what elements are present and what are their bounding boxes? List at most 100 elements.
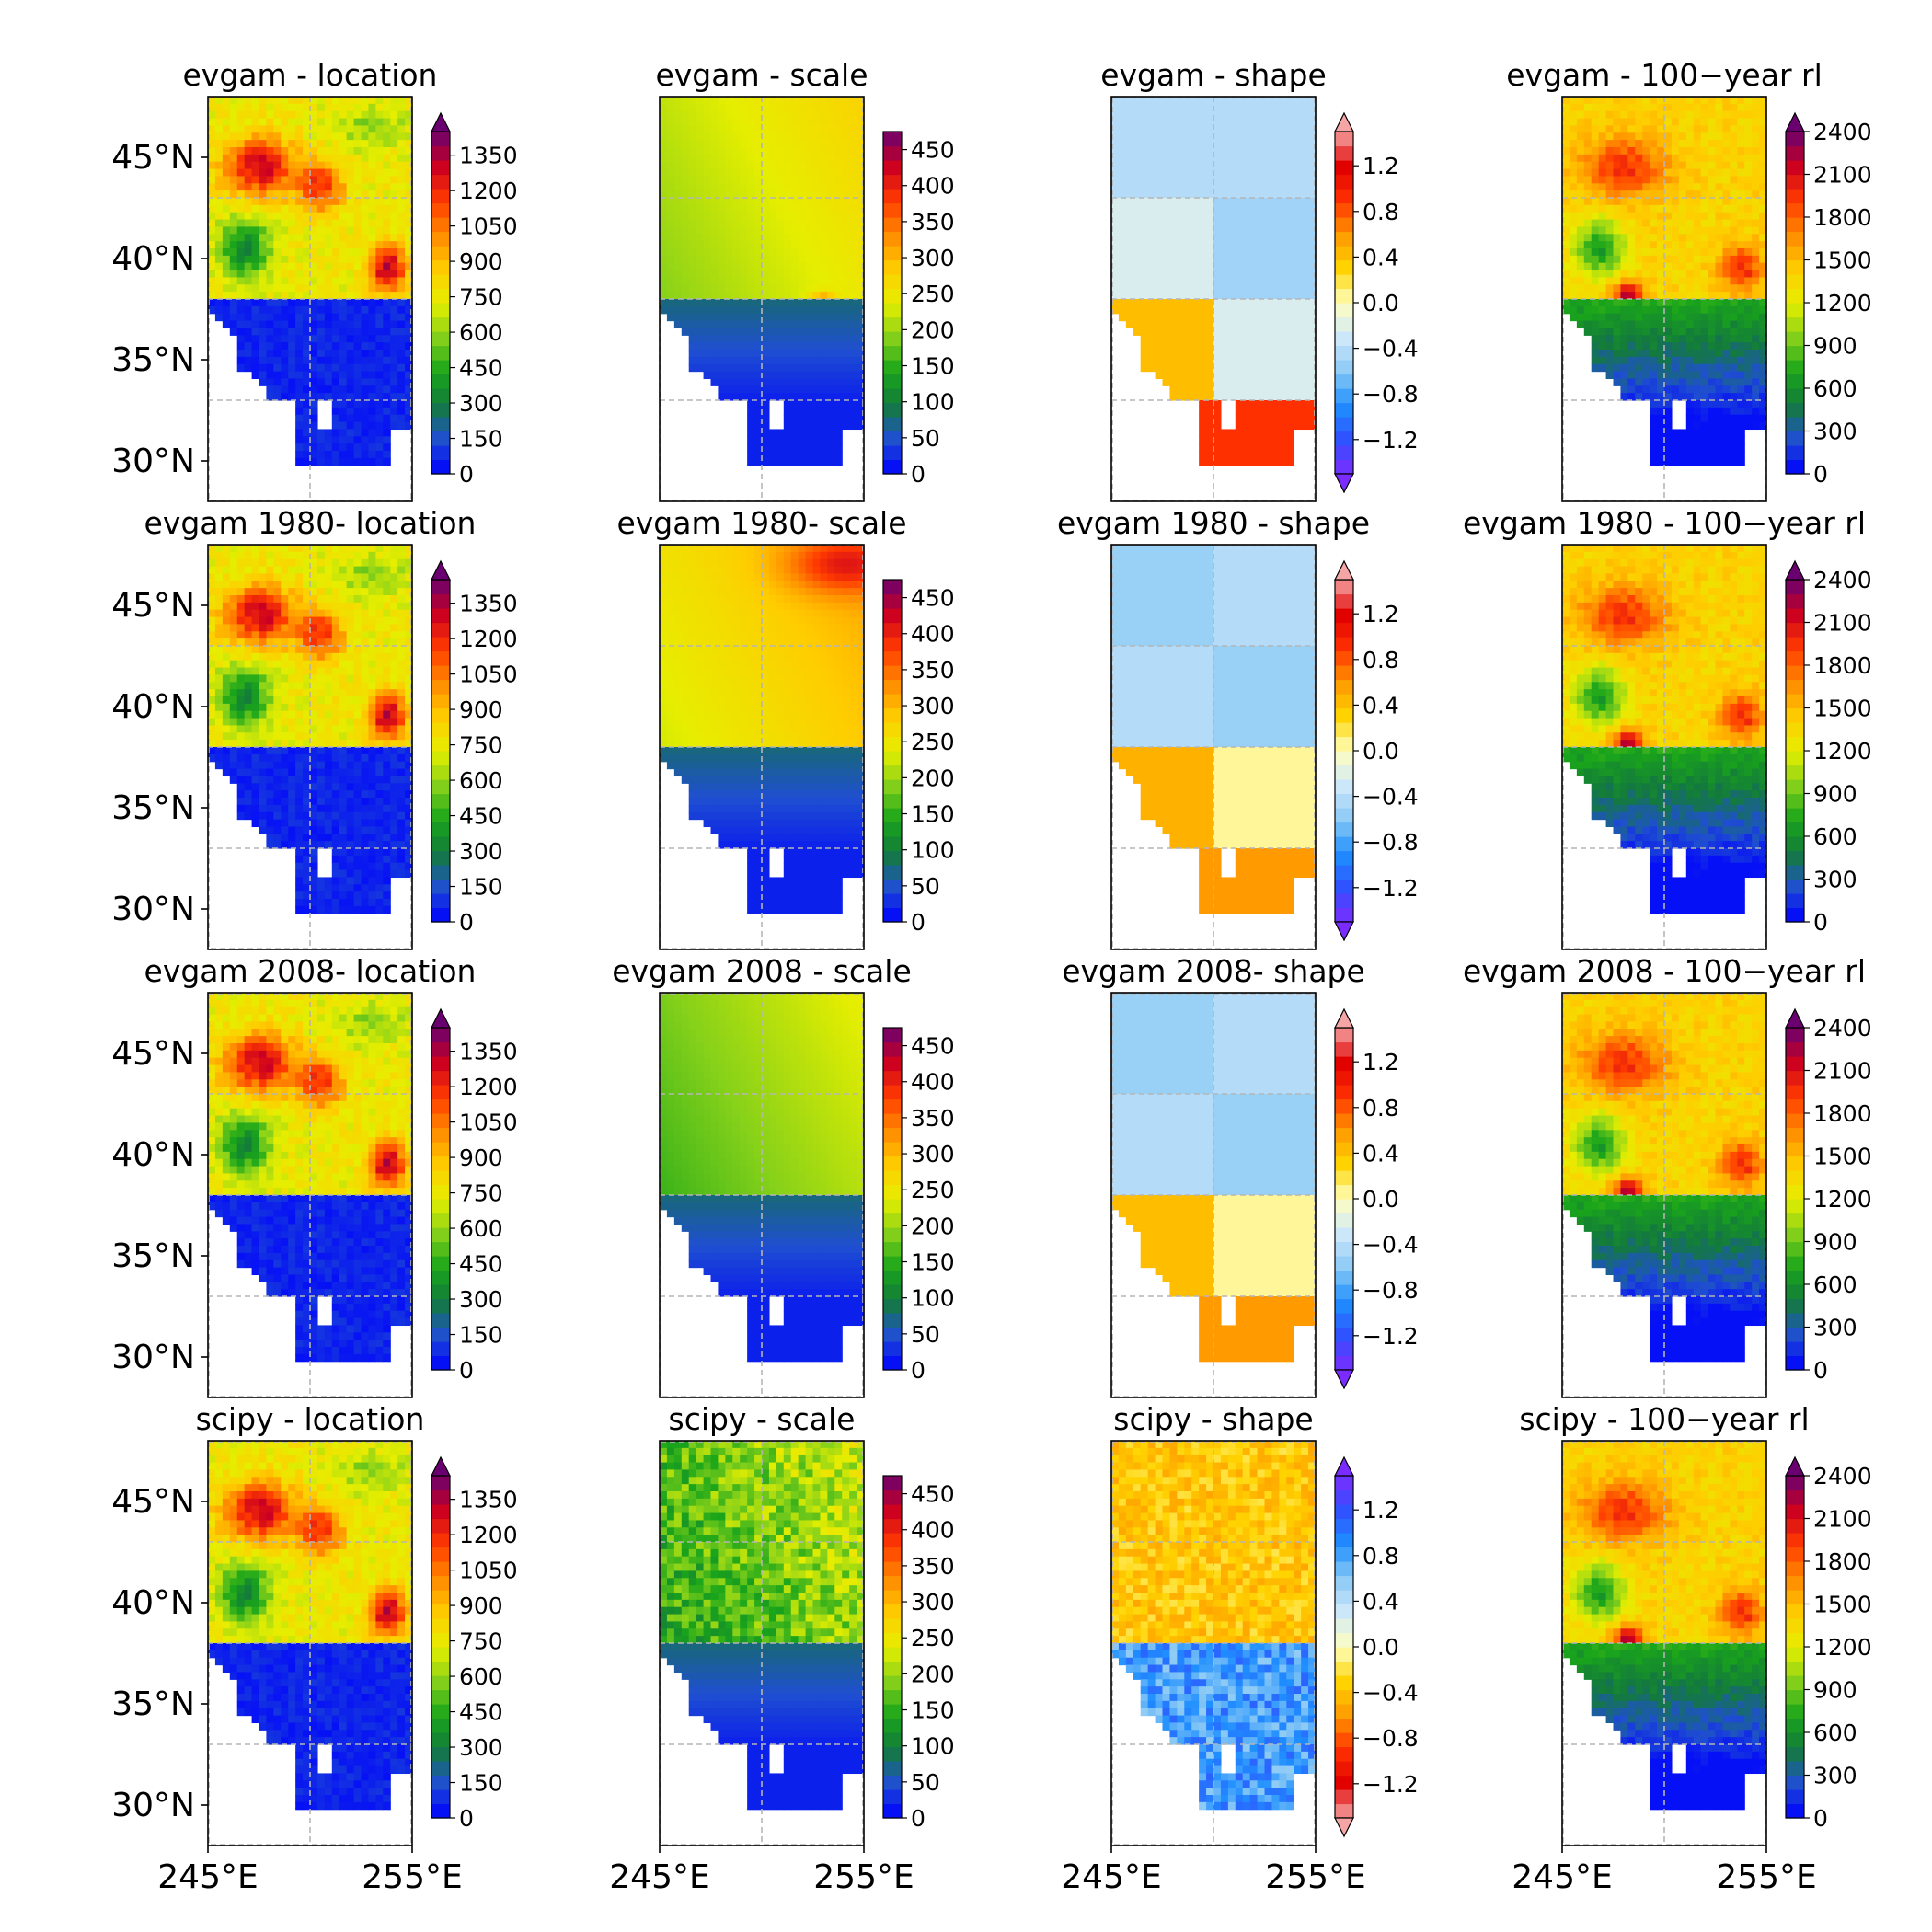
map-cell	[1614, 321, 1622, 328]
map-cell	[1228, 364, 1236, 372]
map-cell	[827, 147, 835, 155]
map-cell	[273, 234, 282, 241]
map-cell	[1635, 299, 1643, 306]
map-cell	[842, 299, 850, 306]
map-cell	[332, 400, 340, 408]
map-cell	[266, 205, 274, 213]
map-cell	[1708, 277, 1717, 284]
map-cell	[1213, 248, 1222, 256]
map-cell	[325, 436, 333, 443]
map-cell	[1599, 263, 1607, 270]
map-cell	[1606, 277, 1615, 284]
map-cell	[383, 125, 391, 132]
map-cell	[259, 342, 268, 350]
map-cell	[281, 357, 289, 364]
map-cell	[362, 335, 370, 342]
map-cell	[1271, 314, 1280, 321]
map-cell	[667, 198, 675, 205]
map-cell	[1141, 162, 1149, 169]
map-cell	[1243, 104, 1251, 111]
map-cell	[1627, 169, 1636, 177]
map-cell	[1599, 321, 1607, 328]
map-cell	[1141, 205, 1149, 213]
map-cell	[1722, 314, 1731, 321]
map-cell	[1635, 213, 1643, 220]
colorbar-segment	[1335, 346, 1353, 361]
map-cell	[725, 342, 733, 350]
map-cell	[362, 234, 370, 241]
map-cell	[1156, 162, 1164, 169]
map-cell	[368, 198, 376, 205]
map-cell	[747, 422, 755, 430]
map-cell	[718, 248, 726, 256]
map-cell	[791, 350, 799, 357]
map-cell	[1642, 277, 1650, 284]
colorbar-segment	[883, 317, 902, 332]
map-cell	[1570, 220, 1578, 227]
map-cell	[820, 284, 828, 292]
map-cell	[849, 248, 857, 256]
colorbar-segment	[1335, 331, 1353, 346]
map-cell	[1642, 350, 1650, 357]
map-cell	[1191, 299, 1200, 306]
map-cell	[784, 183, 792, 190]
map-cell	[1191, 284, 1200, 292]
map-cell	[397, 314, 406, 321]
map-cell	[718, 314, 726, 321]
map-cell	[1577, 248, 1585, 256]
map-cell	[1664, 125, 1673, 132]
map-cell	[1177, 155, 1185, 162]
map-cell	[273, 104, 282, 111]
map-cell	[1627, 147, 1636, 155]
map-cell	[740, 378, 748, 385]
map-cell	[1686, 277, 1695, 284]
map-cell	[1599, 140, 1607, 147]
map-cell	[1672, 342, 1680, 350]
map-cell	[1694, 314, 1702, 321]
map-cell	[776, 119, 785, 126]
map-cell	[1199, 385, 1207, 393]
map-cell	[347, 205, 355, 213]
map-cell	[1286, 372, 1294, 379]
map-cell	[1221, 183, 1229, 190]
map-cell	[237, 284, 246, 292]
map-cell	[1177, 241, 1185, 248]
map-cell	[339, 104, 348, 111]
map-cell	[288, 213, 296, 220]
map-cell	[230, 111, 238, 119]
map-cell	[674, 321, 683, 328]
map-cell	[784, 436, 792, 443]
map-cell	[347, 213, 355, 220]
map-cell	[390, 321, 398, 328]
map-cell	[1199, 415, 1207, 422]
map-cell	[1271, 213, 1280, 220]
map-cell	[1694, 198, 1702, 205]
map-cell	[1286, 241, 1294, 248]
map-cell	[791, 306, 799, 314]
map-cell	[266, 263, 274, 270]
map-cell	[317, 140, 326, 147]
map-cell	[1271, 183, 1280, 190]
map-cell	[1199, 140, 1207, 147]
map-cell	[259, 104, 268, 111]
map-cell	[317, 284, 326, 292]
map-cell	[1156, 335, 1164, 342]
map-cell	[820, 183, 828, 190]
map-cell	[689, 270, 697, 278]
map-cell	[1614, 263, 1622, 270]
map-cell	[711, 234, 719, 241]
map-cell	[383, 104, 391, 111]
map-cell	[849, 111, 857, 119]
map-cell	[245, 162, 253, 169]
map-cell	[813, 205, 822, 213]
map-cell	[1177, 176, 1185, 183]
map-cell	[1148, 284, 1156, 292]
map-cell	[347, 422, 355, 430]
map-cell	[1221, 364, 1229, 372]
map-cell	[842, 422, 850, 430]
map-cell	[223, 104, 231, 111]
map-cell	[390, 183, 398, 190]
map-cell	[1250, 408, 1259, 415]
map-cell	[1584, 213, 1593, 220]
map-cell	[339, 241, 348, 248]
